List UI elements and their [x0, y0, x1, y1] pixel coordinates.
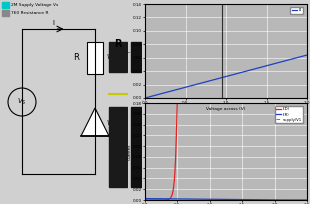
supply/V1 [215, 199, 218, 201]
I(R) [255, 198, 258, 201]
I1 [231, 73, 235, 76]
Legend: I1: I1 [290, 7, 303, 14]
Y-axis label: Current: Current [127, 143, 131, 160]
supply/V1 [272, 199, 276, 201]
supply/V1 [209, 199, 212, 201]
Text: $V_S$: $V_S$ [17, 97, 27, 107]
Y-axis label: I: I [127, 50, 131, 52]
I(R) [215, 198, 218, 201]
supply/V1 [143, 199, 147, 201]
Bar [2, 10, 9, 16]
Legend: I(D), I(R), supply/V1: I(D), I(R), supply/V1 [275, 106, 303, 123]
supply/V1 [269, 199, 273, 201]
I(R) [272, 199, 276, 201]
I1 [221, 76, 225, 79]
Text: $V_R$: $V_R$ [106, 53, 116, 63]
I1 [240, 71, 243, 74]
I(R) [209, 198, 212, 201]
I(D) [160, 199, 163, 201]
I(R) [143, 197, 147, 200]
supply/V1 [305, 199, 309, 201]
Line: I1: I1 [145, 55, 307, 98]
Line: I(D): I(D) [145, 103, 307, 200]
Bar [2, 2, 9, 8]
Text: $V_D$: $V_D$ [106, 119, 116, 129]
I(D) [255, 102, 258, 104]
Text: 760 Resistance R: 760 Resistance R [11, 11, 48, 15]
I(R) [305, 199, 309, 201]
X-axis label: Voltage across (V): Voltage across (V) [206, 106, 246, 111]
I1 [276, 62, 280, 64]
Polygon shape [81, 108, 109, 136]
I1 [305, 54, 309, 56]
I1 [220, 76, 224, 79]
I(R) [269, 199, 273, 201]
Text: 2M Supply Voltage Vs: 2M Supply Voltage Vs [11, 3, 58, 7]
I(D) [175, 102, 179, 104]
Text: R: R [114, 39, 122, 49]
Bar [131, 42, 141, 72]
supply/V1 [160, 199, 163, 201]
I(R) [273, 199, 277, 201]
I1 [301, 55, 305, 57]
I(R) [160, 197, 163, 200]
I(D) [305, 102, 309, 104]
Line: I(R): I(R) [145, 198, 307, 200]
Bar [131, 107, 141, 187]
I(D) [143, 199, 147, 201]
I1 [143, 97, 147, 99]
Bar [87, 42, 103, 74]
I(D) [270, 102, 273, 104]
I(D) [272, 102, 276, 104]
Text: I: I [52, 20, 55, 26]
Bar [109, 107, 127, 187]
I(D) [215, 102, 218, 104]
Text: R: R [73, 53, 79, 62]
Bar [109, 42, 127, 72]
supply/V1 [255, 199, 258, 201]
I(D) [209, 102, 213, 104]
